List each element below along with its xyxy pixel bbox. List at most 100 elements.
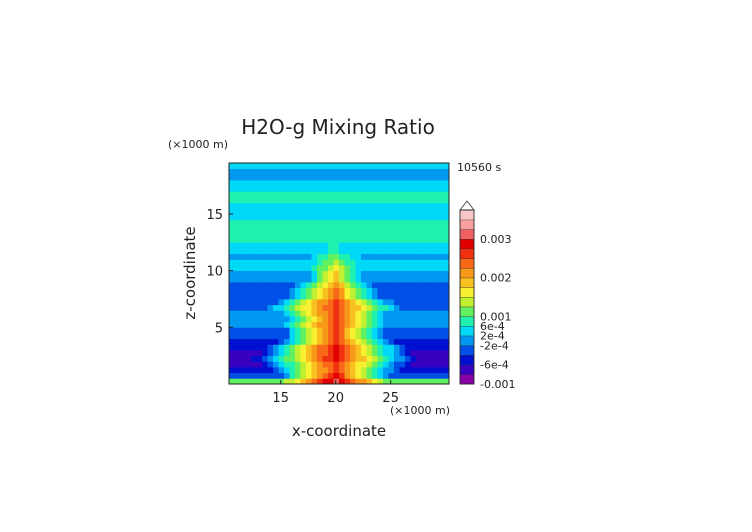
heatmap-cell: [251, 276, 257, 283]
heatmap-cell: [410, 265, 417, 272]
heatmap-cell: [427, 231, 433, 238]
heatmap-cell: [311, 265, 318, 272]
heatmap-cell: [240, 259, 246, 266]
heatmap-cell: [256, 355, 263, 362]
heatmap-cell: [372, 253, 378, 260]
heatmap-cell: [322, 287, 329, 294]
heatmap-cell: [295, 259, 301, 266]
heatmap-cell: [256, 287, 263, 294]
heatmap-cell: [273, 231, 279, 238]
heatmap-cell: [311, 219, 318, 226]
heatmap-cell: [361, 310, 367, 317]
heatmap-cell: [416, 355, 422, 362]
heatmap-cell: [366, 372, 373, 379]
heatmap-cell: [262, 197, 268, 204]
heatmap-cell: [317, 276, 323, 283]
heatmap-cell: [234, 208, 241, 215]
heatmap-cell: [273, 259, 279, 266]
heatmap-cell: [317, 316, 323, 323]
heatmap-cell: [240, 214, 246, 221]
heatmap-cell: [333, 242, 340, 249]
heatmap-cell: [421, 236, 428, 243]
heatmap-cell: [284, 361, 290, 368]
heatmap-cell: [344, 299, 351, 306]
heatmap-cell: [377, 197, 384, 204]
heatmap-cell: [377, 191, 384, 198]
heatmap-cell: [372, 180, 378, 187]
heatmap-cell: [262, 372, 268, 379]
heatmap-cell: [300, 248, 307, 255]
heatmap-cell: [361, 350, 367, 357]
heatmap-cell: [262, 168, 268, 175]
heatmap-cell: [427, 270, 433, 277]
heatmap-cell: [438, 208, 444, 215]
heatmap-cell: [344, 248, 351, 255]
heatmap-cell: [361, 367, 367, 374]
heatmap-cell: [399, 367, 406, 374]
heatmap-cell: [350, 202, 356, 209]
heatmap-cell: [306, 367, 312, 374]
heatmap-cell: [377, 174, 384, 181]
heatmap-cell: [366, 333, 373, 340]
heatmap-cell: [366, 219, 373, 226]
heatmap-cell: [245, 344, 252, 351]
y-tick-label: 15: [206, 208, 223, 223]
heatmap-cell: [317, 219, 323, 226]
heatmap-cell: [234, 236, 241, 243]
heatmap-cell: [311, 372, 318, 379]
heatmap-cell: [229, 282, 235, 289]
heatmap-cell: [339, 321, 345, 328]
heatmap-cell: [355, 304, 362, 311]
heatmap-cell: [399, 361, 406, 368]
heatmap-cell: [262, 287, 268, 294]
heatmap-cell: [394, 191, 400, 198]
heatmap-cell: [229, 219, 235, 226]
heatmap-cell: [388, 338, 395, 345]
heatmap-cell: [251, 163, 257, 170]
heatmap-cell: [273, 338, 279, 345]
heatmap-cell: [284, 163, 290, 170]
heatmap-cell: [372, 361, 378, 368]
heatmap-cell: [410, 219, 417, 226]
heatmap-cell: [339, 287, 345, 294]
heatmap-cell: [388, 310, 395, 317]
colorbar-label: 0.001: [480, 310, 512, 323]
heatmap-cell: [427, 219, 433, 226]
heatmap-cell: [240, 367, 246, 374]
heatmap-cell: [273, 225, 279, 232]
heatmap-cell: [284, 344, 290, 351]
heatmap-cell: [416, 259, 422, 266]
heatmap-cell: [410, 259, 417, 266]
heatmap-cell: [399, 214, 406, 221]
heatmap-cell: [377, 270, 384, 277]
heatmap-cell: [306, 259, 312, 266]
heatmap-cell: [295, 344, 301, 351]
heatmap-cell: [350, 304, 356, 311]
heatmap-cell: [355, 163, 362, 170]
heatmap-cell: [267, 327, 274, 334]
heatmap-cell: [377, 259, 384, 266]
heatmap-cell: [355, 185, 362, 192]
heatmap-cell: [443, 219, 450, 226]
heatmap-cell: [256, 310, 263, 317]
heatmap-cell: [339, 299, 345, 306]
heatmap-cell: [245, 259, 252, 266]
heatmap-cell: [432, 355, 439, 362]
heatmap-cell: [427, 208, 433, 215]
heatmap-cell: [300, 361, 307, 368]
heatmap-cell: [410, 378, 417, 385]
heatmap-cell: [399, 355, 406, 362]
heatmap-cell: [405, 270, 411, 277]
heatmap-cell: [311, 316, 318, 323]
heatmap-cell: [383, 344, 389, 351]
heatmap-cell: [421, 316, 428, 323]
heatmap-cell: [443, 361, 450, 368]
heatmap-cell: [350, 248, 356, 255]
heatmap-cell: [355, 327, 362, 334]
heatmap-cell: [328, 287, 334, 294]
heatmap-cell: [289, 225, 296, 232]
heatmap-cell: [399, 202, 406, 209]
heatmap-cell: [366, 202, 373, 209]
heatmap-cell: [295, 225, 301, 232]
